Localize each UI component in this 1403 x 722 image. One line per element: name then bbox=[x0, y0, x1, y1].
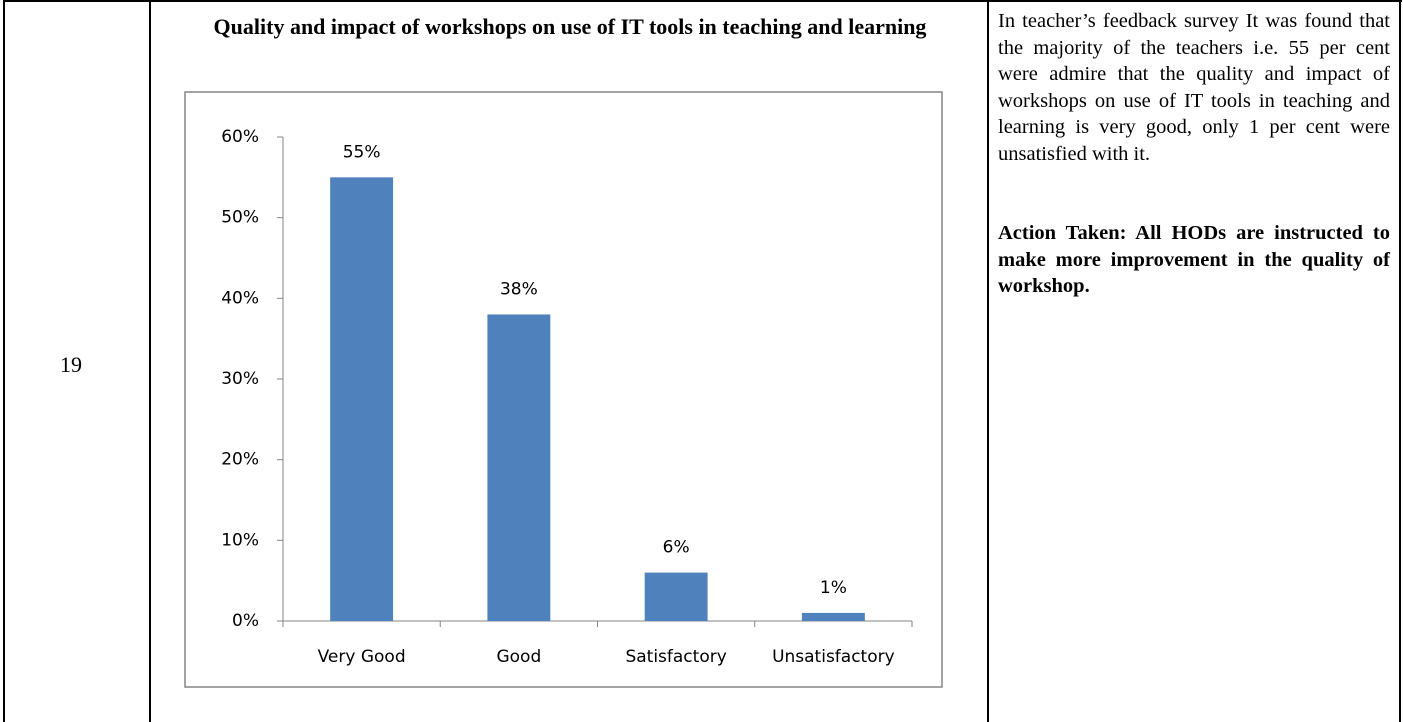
table-border bbox=[987, 0, 989, 722]
action: Action Taken: All HODs are instructed to… bbox=[998, 222, 1390, 297]
data-label: 38% bbox=[500, 279, 538, 299]
bar bbox=[487, 314, 551, 621]
row-number: 19 bbox=[60, 352, 82, 377]
data-label: 1% bbox=[820, 578, 847, 598]
bar bbox=[801, 612, 865, 621]
y-tick-label: 10% bbox=[221, 530, 259, 550]
y-tick-label: 60% bbox=[221, 127, 259, 147]
y-tick-label: 0% bbox=[232, 611, 259, 631]
data-label: 6% bbox=[663, 538, 690, 558]
note: In teacher’s feedback survey It was foun… bbox=[998, 10, 1390, 165]
data-label: 55% bbox=[343, 142, 381, 162]
table-border bbox=[3, 0, 1402, 2]
bar bbox=[644, 572, 708, 621]
y-tick-label: 30% bbox=[221, 369, 259, 389]
bar bbox=[330, 177, 394, 622]
chart-frame bbox=[184, 91, 943, 688]
y-tick-label: 20% bbox=[221, 450, 259, 470]
chart-title: Quality and impact of workshops on use o… bbox=[213, 14, 927, 39]
x-tick-label: Satisfactory bbox=[625, 647, 726, 667]
table-border bbox=[3, 0, 5, 722]
x-tick-label: Unsatisfactory bbox=[772, 647, 895, 667]
x-tick-label: Good bbox=[496, 647, 541, 667]
y-tick-label: 40% bbox=[221, 288, 259, 308]
chart: 0% 10% 20% 30% 40% 50% 60% Very Good 55% Good 38% S… bbox=[184, 91, 943, 688]
table-border bbox=[149, 0, 151, 722]
notes: In teacher’s feedback survey It was foun… bbox=[998, 8, 1390, 300]
y-tick-label: 50% bbox=[221, 208, 259, 228]
table-border bbox=[1399, 0, 1401, 722]
x-tick-label: Very Good bbox=[318, 647, 406, 667]
